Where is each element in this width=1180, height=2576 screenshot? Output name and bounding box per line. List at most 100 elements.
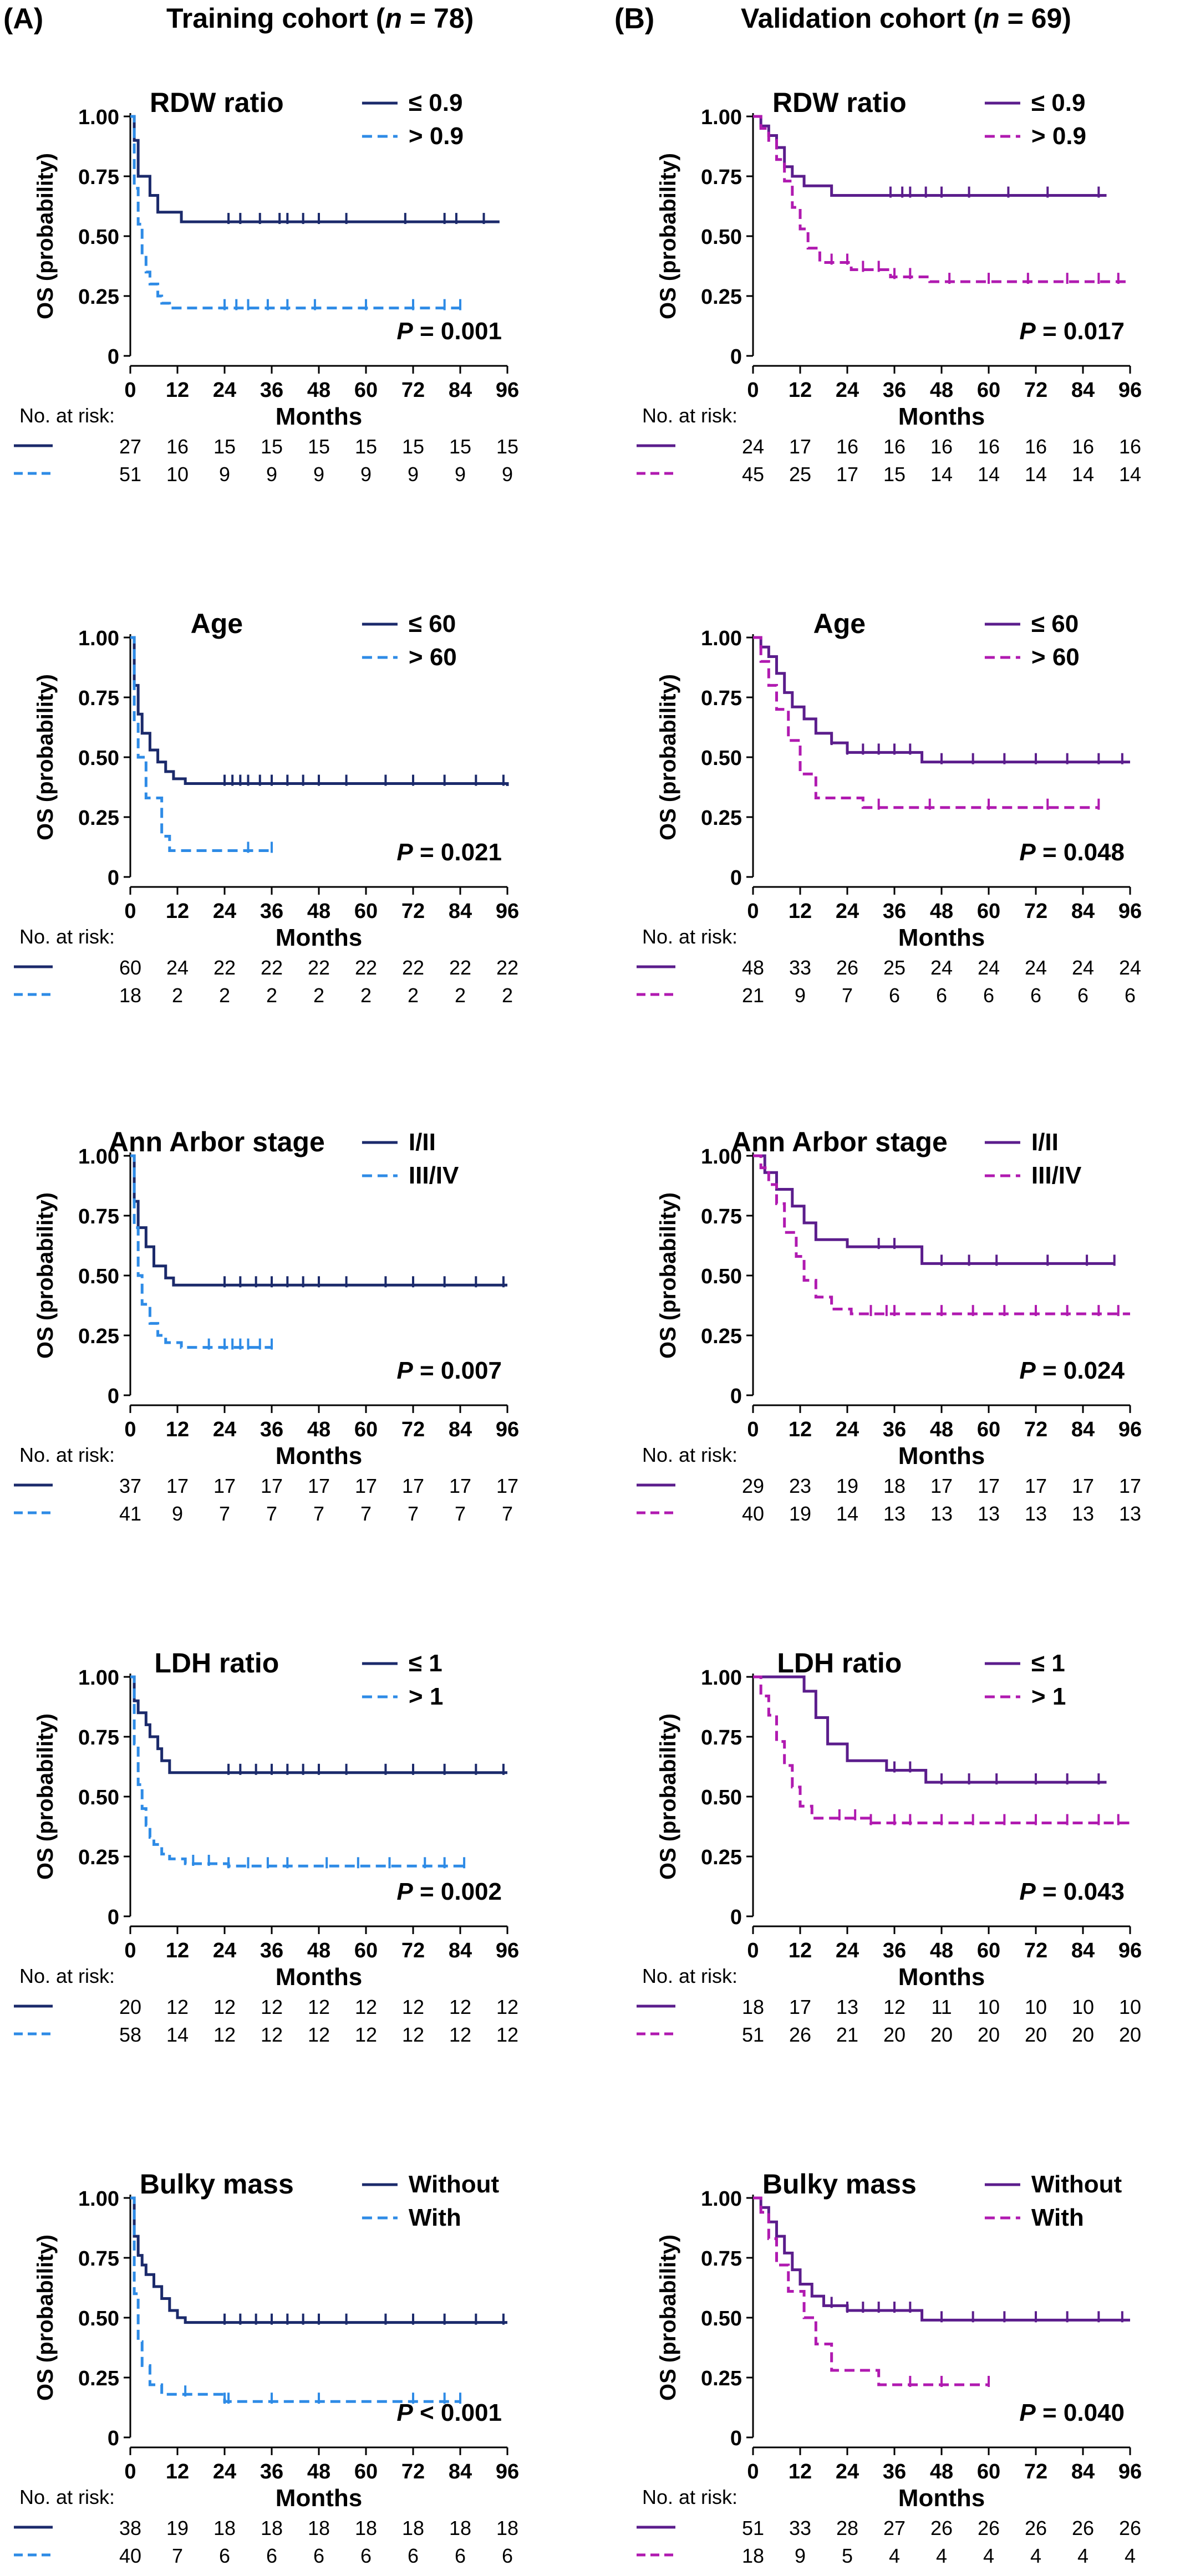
p-value: P = 0.048: [1019, 839, 1125, 866]
y-tick-label: 0.75: [78, 1205, 119, 1228]
chart-title: Age: [191, 608, 243, 639]
risk-count: 18: [119, 984, 141, 1007]
x-tick-label: 36: [260, 379, 283, 402]
x-tick-label: 72: [401, 1418, 425, 1441]
y-tick-label: 0.25: [78, 285, 119, 309]
risk-count: 15: [355, 435, 377, 458]
risk-count: 12: [261, 1996, 283, 2018]
x-tick-label: 72: [401, 2460, 425, 2483]
legend-label: > 0.9: [1031, 123, 1086, 150]
x-tick-label: 24: [213, 2460, 236, 2483]
x-tick-label: 48: [307, 1418, 330, 1441]
risk-count: 9: [795, 984, 806, 1007]
km-curve-high: [753, 1675, 1130, 1825]
risk-count: 13: [930, 1502, 953, 1525]
x-tick-label: 48: [307, 900, 330, 923]
y-tick-label: 0.75: [701, 166, 742, 189]
x-axis-label: Months: [898, 924, 985, 951]
risk-count: 20: [119, 1996, 141, 2018]
x-tick-label: 48: [930, 1939, 953, 1962]
risk-count: 17: [789, 435, 811, 458]
y-tick-label: 1.00: [78, 627, 119, 650]
risk-count: 20: [930, 2023, 953, 2046]
risk-count: 15: [261, 435, 283, 458]
legend-label: I/II: [1031, 1129, 1059, 1156]
risk-count: 22: [213, 956, 236, 979]
x-tick-label: 72: [1024, 900, 1047, 923]
y-tick-label: 0.75: [701, 2247, 742, 2271]
p-value: P < 0.001: [396, 2399, 502, 2426]
risk-count: 15: [449, 435, 471, 458]
risk-count: 20: [1072, 2023, 1094, 2046]
y-tick-label: 0: [108, 345, 119, 369]
y-tick-label: 0.50: [701, 1265, 742, 1288]
risk-count: 18: [213, 2517, 236, 2539]
x-tick-label: 12: [789, 2460, 812, 2483]
km-panel-training-2: 0 0.25 0.50 0.75 1.00 0 12 24 36 48 60 72 84 96 OS (pr…: [14, 1126, 519, 1525]
risk-count: 7: [455, 1502, 466, 1525]
risk-count: 27: [883, 2517, 906, 2539]
risk-count: 10: [166, 463, 189, 486]
x-tick-label: 12: [166, 2460, 189, 2483]
risk-count: 37: [119, 1475, 141, 1497]
x-tick-label: 96: [496, 1939, 519, 1962]
panel-label-b: (B): [614, 3, 655, 35]
risk-count: 2: [172, 984, 183, 1007]
km-curve-low: [753, 1154, 1115, 1265]
y-tick-label: 0.50: [701, 226, 742, 249]
risk-count: 2: [266, 984, 277, 1007]
y-tick-label: 0.25: [701, 1846, 742, 1869]
legend-label: Without: [409, 2171, 500, 2198]
risk-count: 9: [219, 463, 230, 486]
risk-table-label: No. at risk:: [19, 2486, 115, 2508]
y-tick-label: 0.75: [701, 687, 742, 710]
p-value: P = 0.021: [396, 839, 502, 866]
x-tick-label: 24: [836, 1939, 859, 1962]
x-tick-label: 96: [496, 379, 519, 402]
y-tick-label: 0.25: [78, 1325, 119, 1348]
risk-count: 22: [496, 956, 518, 979]
km-curve-low: [130, 1675, 507, 1774]
x-tick-label: 84: [1071, 2460, 1095, 2483]
risk-count: 26: [1072, 2517, 1094, 2539]
x-tick-label: 0: [747, 1939, 759, 1962]
risk-count: 2: [408, 984, 419, 1007]
risk-count: 15: [308, 435, 330, 458]
chart-title: RDW ratio: [772, 87, 907, 118]
risk-count: 20: [1119, 2023, 1141, 2046]
risk-count: 15: [496, 435, 518, 458]
risk-count: 18: [261, 2517, 283, 2539]
y-tick-label: 0.75: [78, 1726, 119, 1749]
x-axis-label: Months: [276, 403, 362, 430]
km-curve-high: [753, 2196, 989, 2386]
chart-title: Age: [813, 608, 866, 639]
x-tick-label: 36: [260, 2460, 283, 2483]
x-axis-label: Months: [898, 1963, 985, 1991]
risk-count: 7: [502, 1502, 513, 1525]
risk-count: 12: [496, 1996, 518, 2018]
chart-title: Bulky mass: [762, 2169, 917, 2200]
risk-count: 13: [1119, 1502, 1141, 1525]
y-axis-label: OS (probability): [33, 1713, 58, 1880]
y-tick-label: 0.25: [701, 807, 742, 830]
x-tick-label: 0: [124, 900, 136, 923]
risk-count: 9: [408, 463, 419, 486]
risk-count: 12: [355, 2023, 377, 2046]
x-tick-label: 0: [747, 1418, 759, 1441]
x-tick-label: 60: [977, 900, 1000, 923]
x-tick-label: 84: [449, 379, 472, 402]
risk-count: 22: [308, 956, 330, 979]
risk-count: 24: [1119, 956, 1141, 979]
risk-table-label: No. at risk:: [19, 1443, 115, 1466]
risk-count: 4: [983, 2544, 994, 2567]
x-tick-label: 84: [449, 1418, 472, 1441]
chart-title: Ann Arbor stage: [731, 1126, 948, 1157]
risk-count: 12: [166, 1996, 189, 2018]
y-axis-label: OS (probability): [656, 1192, 680, 1359]
risk-count: 18: [355, 2517, 377, 2539]
risk-count: 7: [313, 1502, 324, 1525]
validation-cohort-title: Validation cohort (n = 69): [741, 3, 1071, 34]
x-tick-label: 24: [836, 379, 859, 402]
